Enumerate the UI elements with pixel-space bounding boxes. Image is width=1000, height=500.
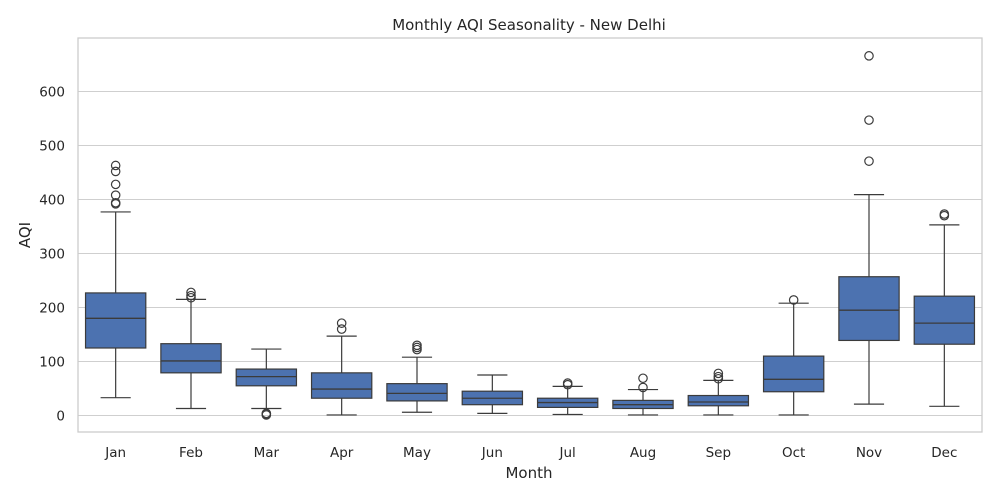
x-tick-label: Mar <box>254 445 280 461</box>
outlier-point <box>110 179 121 190</box>
y-tick-label: 300 <box>39 247 65 263</box>
outlier-point <box>110 190 121 200</box>
outlier-point <box>864 51 874 61</box>
chart-title: Monthly AQI Seasonality - New Delhi <box>392 16 666 34</box>
iqr-box <box>310 372 373 399</box>
outlier-point <box>638 373 648 384</box>
x-tick-label: Aug <box>630 445 656 461</box>
x-tick-label: Oct <box>782 445 805 461</box>
box-apr <box>310 318 373 416</box>
outlier-point <box>638 382 648 393</box>
x-tick-label: Apr <box>330 445 354 461</box>
outlier-point <box>864 156 874 166</box>
outlier-point <box>261 408 272 419</box>
outlier-point <box>336 318 347 328</box>
outlier-point <box>110 166 121 177</box>
outlier-point <box>110 197 121 208</box>
iqr-box <box>762 355 825 393</box>
plot-frame <box>77 37 983 433</box>
box-mar <box>235 348 298 420</box>
outlier-point <box>186 287 196 298</box>
y-tick-label: 500 <box>39 139 65 155</box>
box-dec <box>913 209 976 407</box>
iqr-box <box>386 383 448 402</box>
box-jul <box>536 378 599 416</box>
x-tick-label: Jul <box>559 445 576 461</box>
box-jan <box>84 160 147 399</box>
box-may <box>386 340 448 413</box>
x-tick-label: Nov <box>856 445 882 461</box>
y-tick-label: 400 <box>39 193 65 209</box>
box-series <box>84 51 976 420</box>
iqr-box <box>84 292 147 349</box>
iqr-box <box>838 276 900 342</box>
outlier-point <box>110 160 121 171</box>
outlier-point <box>713 368 724 379</box>
iqr-box <box>160 343 222 374</box>
box-aug <box>612 373 674 416</box>
x-tick-labels: Jan Feb Mar Apr May Jun Jul Aug Sep Oct Nov Dec <box>104 445 957 461</box>
grid-lines <box>78 90 982 417</box>
outlier-point <box>713 371 724 382</box>
x-tick-label: Feb <box>179 445 203 461</box>
box-oct <box>762 295 825 416</box>
iqr-box <box>913 295 976 345</box>
y-tick-label: 0 <box>56 409 65 425</box>
box-jun <box>461 374 524 414</box>
outlier-point <box>186 290 196 301</box>
x-axis-label: Month <box>505 464 552 482</box>
x-tick-label: Jan <box>104 445 126 461</box>
box-sep <box>687 368 750 416</box>
outlier-point <box>562 378 573 388</box>
y-tick-labels: 0 100 200 300 400 500 600 <box>39 85 65 425</box>
outlier-point <box>412 340 422 351</box>
box-nov <box>838 51 900 405</box>
box-feb <box>160 287 222 410</box>
x-tick-label: Dec <box>931 445 957 461</box>
y-axis-label: AQI <box>16 222 34 248</box>
x-tick-label: Sep <box>706 445 731 461</box>
x-tick-label: May <box>403 445 431 461</box>
iqr-box <box>235 368 298 387</box>
y-tick-label: 600 <box>39 85 65 101</box>
outlier-point <box>939 209 950 219</box>
outlier-point <box>864 115 874 125</box>
outlier-point <box>788 295 799 305</box>
iqr-box <box>687 394 750 407</box>
x-tick-label: Jun <box>481 445 503 461</box>
outlier-point <box>336 324 347 334</box>
y-tick-label: 200 <box>39 301 65 317</box>
y-tick-label: 100 <box>39 355 65 371</box>
